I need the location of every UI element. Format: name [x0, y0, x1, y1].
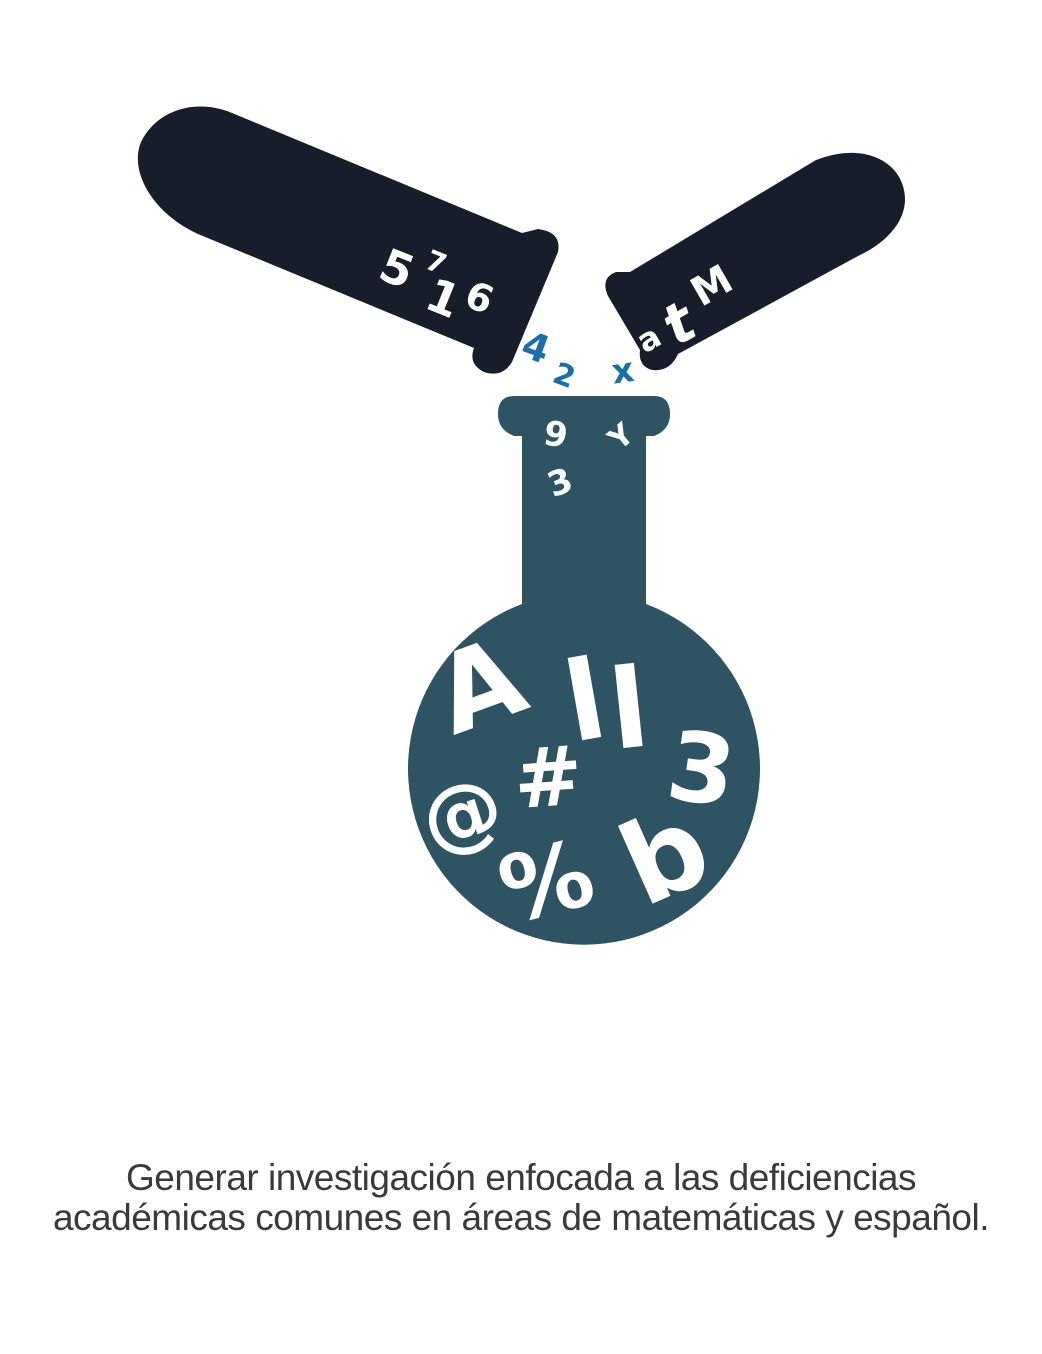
flask-body [408, 396, 761, 945]
flask: 9 3 Y A l l 3 @ # % b [408, 396, 761, 945]
falling-glyphs: 4 2 x [516, 322, 637, 396]
caption: Generar investigación enfocada a las def… [0, 1158, 1042, 1238]
left-tube-body [137, 106, 559, 374]
caption-line-2: académicas comunes en áreas de matemátic… [52, 1197, 990, 1238]
flask-bulb-glyph: 3 [661, 709, 743, 829]
right-test-tube: a t M [605, 152, 905, 371]
left-test-tube: 5 7 1 6 [137, 106, 559, 374]
lab-illustration: 5 7 1 6 a t M 4 2 x 9 3 Y A l l 3 @ # % … [137, 106, 905, 945]
flask-bulb-glyph: # [511, 728, 586, 828]
right-tube-body [605, 152, 905, 371]
falling-glyph: x [609, 350, 636, 393]
caption-line-1: Generar investigación enfocada a las def… [126, 1157, 917, 1198]
falling-glyph: 2 [548, 356, 580, 396]
